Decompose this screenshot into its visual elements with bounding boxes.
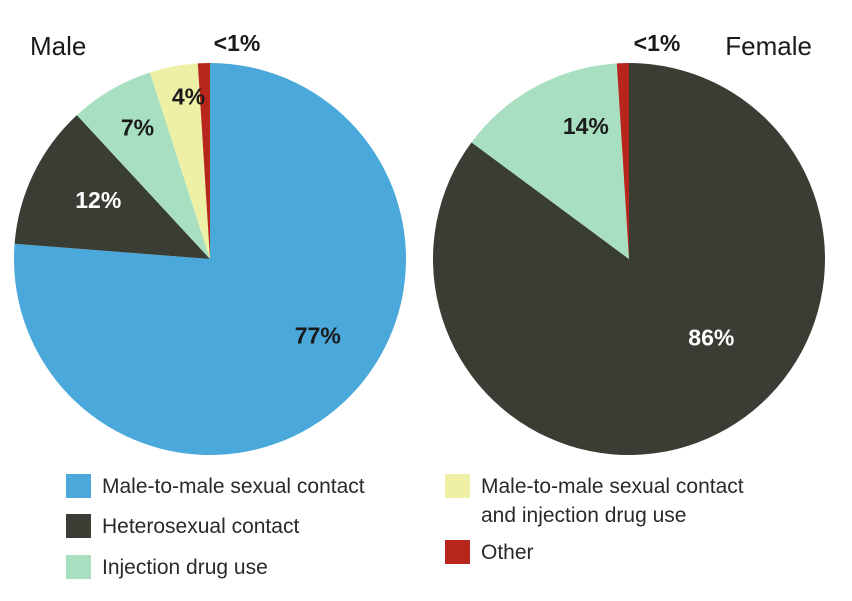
male-slice-male-to-male-sexual-contact: [13, 63, 406, 455]
male-slice-male-to-male-sexual-contact-and-injection-drug-use: [150, 63, 210, 259]
male-label-heterosexual-contact: 12%: [75, 187, 121, 213]
legend-item-other: Other: [445, 540, 534, 564]
legend-label-msm: Male-to-male sexual contact: [102, 475, 365, 498]
legend-label-het: Heterosexual contact: [102, 515, 299, 538]
female-pie-title: Female: [725, 31, 812, 61]
male-slice-other: [197, 63, 210, 259]
legend-label-msmidu: and injection drug use: [481, 504, 686, 527]
legend-swatch-het: [66, 514, 91, 538]
legend-label-other: Other: [481, 541, 534, 564]
legend-swatch-msm: [66, 474, 91, 498]
male-label-injection-drug-use: 7%: [121, 115, 154, 141]
legend-swatch-idu: [66, 555, 91, 579]
legend-item-msm: Male-to-male sexual contact: [66, 474, 365, 498]
female-slice-injection-drug-use: [471, 63, 629, 259]
legend-label-msmidu: Male-to-male sexual contact: [481, 475, 744, 498]
male-slice-heterosexual-contact: [14, 115, 211, 260]
female-pie: 86% 14% <1% Female: [432, 30, 825, 456]
male-slice-injection-drug-use: [76, 72, 211, 259]
male-label-male-to-male-sexual-contact: 77%: [295, 322, 341, 348]
legend-swatch-msmidu: [445, 474, 470, 498]
legend-label-idu: Injection drug use: [102, 556, 268, 579]
legend-item-het: Heterosexual contact: [66, 514, 299, 538]
female-slice-heterosexual-contact: [432, 63, 825, 456]
female-label-other: <1%: [634, 30, 681, 56]
male-pie-title: Male: [30, 31, 86, 61]
male-label-other: <1%: [214, 30, 261, 56]
male-label-male-to-male-sexual-contact-and-injection-drug-use: 4%: [172, 83, 205, 109]
legend: Male-to-male sexual contact Heterosexual …: [66, 474, 744, 579]
pies-group: 77% 12% 7% 4% <1% Male 86% 14% <1% Female: [13, 30, 825, 456]
legend-item-msmidu: Male-to-male sexual contact and injection…: [445, 474, 744, 527]
male-pie: 77% 12% 7% 4% <1% Male: [13, 30, 406, 455]
legend-item-idu: Injection drug use: [66, 555, 268, 579]
female-label-injection-drug-use: 14%: [563, 113, 609, 139]
legend-swatch-other: [445, 540, 470, 564]
female-label-heterosexual-contact: 86%: [688, 324, 734, 350]
female-slice-other: [616, 63, 629, 259]
